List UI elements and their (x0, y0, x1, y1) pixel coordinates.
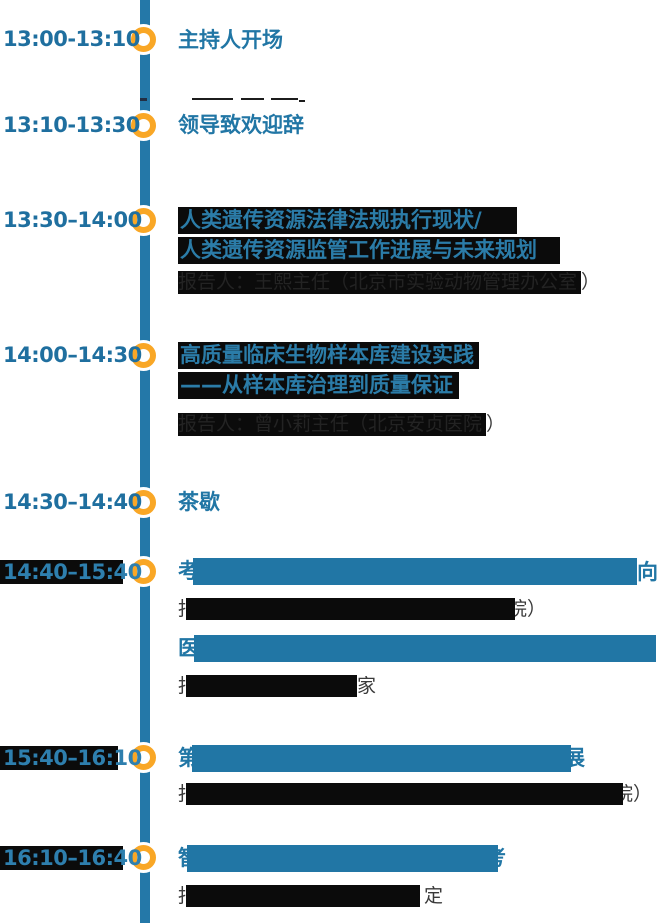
redaction-bar (194, 635, 656, 662)
speaker-line-censored: 报 家 (178, 675, 376, 697)
session-title-redacted: ——从样本库治理到质量保证 (178, 372, 459, 399)
speaker-line-censored: 报 院 ） (178, 783, 652, 805)
title-tail-fragment: 考 (498, 845, 506, 872)
timeline-vertical-line (140, 0, 150, 923)
time-label: 13:00-13:10 (3, 27, 140, 51)
redaction-bar (186, 783, 623, 805)
session-title-censored: 智 考 (178, 845, 506, 872)
session-title: 茶歇 (178, 490, 220, 514)
session-title-redacted: 人类遗传资源法律法规执行现状/ (178, 207, 517, 234)
redaction-bar (192, 745, 571, 772)
session-title-redacted: 高质量临床生物样本库建设实践 (178, 342, 479, 369)
speaker-line-censored: 报 院 ） (178, 598, 546, 620)
timeline-dot-icon (131, 343, 156, 368)
session-title: 主持人开场 (178, 28, 283, 52)
title-left-fragment: 医 (178, 636, 194, 660)
timeline-dot-icon (131, 208, 156, 233)
speaker-tail: ） (527, 598, 547, 620)
speaker-left-fragment: 报 (178, 885, 186, 907)
speaker-left-fragment: 报 (178, 675, 186, 697)
time-label: 13:30–14:00 (3, 208, 142, 232)
speaker-left-fragment: 报 (178, 783, 186, 805)
session-title-censored: 第 展 (178, 745, 585, 772)
speaker-line: 报告人：曾小莉主任（北京安贞医院 ） (178, 413, 505, 436)
redaction-bar (186, 885, 420, 907)
redaction-bar (186, 598, 515, 620)
speaker-tail-fragment: 院 (515, 598, 527, 620)
time-label: 16:10–16:40 (0, 846, 142, 870)
divider-notch (140, 98, 147, 101)
session-title-censored: 医 (178, 635, 656, 662)
session-title: 领导致欢迎辞 (178, 113, 304, 137)
speaker-tail: 家 (357, 675, 377, 697)
speaker-tail-fragment: 院 (623, 783, 633, 805)
redaction-bar (193, 558, 637, 585)
speaker-text-on-bar: 报告人：王熙主任（北京市实验动物管理办公室 (178, 271, 582, 294)
redaction-bar (186, 675, 357, 697)
speaker-tail: 定 (424, 885, 444, 907)
title-tail: 向 (637, 560, 658, 584)
timeline-dot-icon (131, 27, 156, 52)
speaker-line-censored: 报 定 (178, 885, 443, 907)
time-label: 14:30–14:40 (3, 490, 142, 514)
title-left-fragment: 第 (178, 746, 192, 770)
speaker-line: 报告人：王熙主任（北京市实验动物管理办公室 ） (178, 271, 600, 294)
title-tail-fragment: 展 (571, 746, 585, 770)
timeline-dot-icon (131, 745, 156, 770)
timeline-dot-icon (131, 559, 156, 584)
speaker-tail: ） (581, 271, 601, 293)
time-label: 14:40–15:40 (0, 560, 142, 584)
timeline-dot-icon (131, 113, 156, 138)
time-label: 15:40–16:10 (0, 746, 142, 770)
session-title-censored: 考 向 (178, 558, 658, 585)
title-left-fragment: 考 (178, 559, 193, 583)
session-title-redacted: 人类遗传资源监管工作进展与未来规划 (178, 237, 560, 264)
timeline-dot-icon (131, 845, 156, 870)
time-label: 14:00–14:30 (3, 343, 142, 367)
time-label: 13:10-13:30 (3, 113, 140, 137)
title-left-fragment: 智 (178, 845, 187, 872)
speaker-tail: ） (633, 783, 653, 805)
speaker-text-on-bar: 报告人：曾小莉主任（北京安贞医院 (178, 413, 487, 436)
speaker-tail: ） (486, 413, 506, 435)
timeline-dot-icon (131, 490, 156, 515)
redaction-bar (187, 845, 498, 872)
speaker-left-fragment: 报 (178, 598, 186, 620)
